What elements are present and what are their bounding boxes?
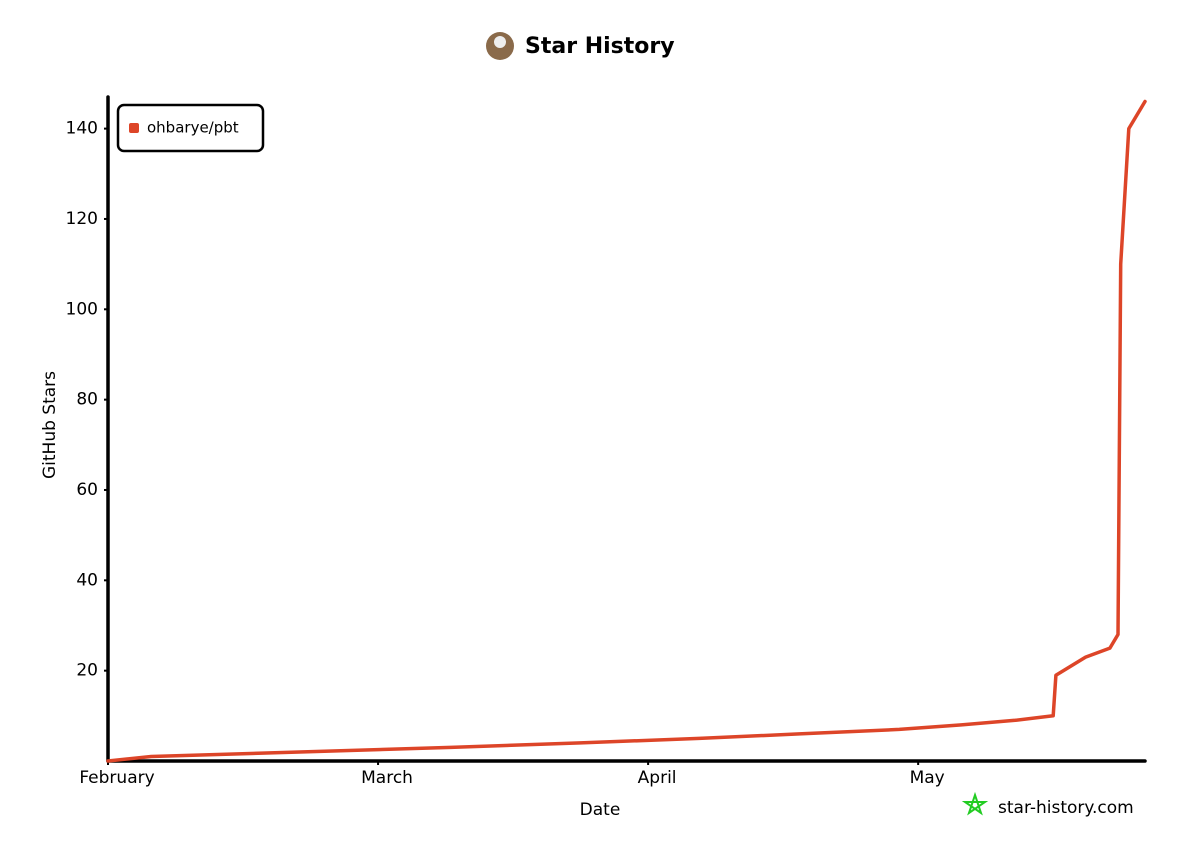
legend-swatch <box>129 123 139 133</box>
x-tick-label: March <box>361 768 413 788</box>
x-tick-label: February <box>79 768 154 788</box>
x-tick-label: May <box>910 768 945 788</box>
y-tick-label: 20 <box>76 661 98 681</box>
x-tick-label: April <box>638 768 677 788</box>
watermark: star-history.com <box>998 798 1134 818</box>
chart-title: Star History <box>525 34 675 59</box>
y-tick-label: 140 <box>66 119 98 139</box>
x-axis-label: Date <box>580 800 621 820</box>
y-tick-label: 80 <box>76 390 98 410</box>
y-tick-label: 60 <box>76 480 98 500</box>
y-tick-label: 100 <box>66 299 98 319</box>
series-line <box>106 99 1147 763</box>
watermark-icon <box>961 791 989 816</box>
legend-label: ohbarye/pbt <box>147 119 239 137</box>
y-tick-label: 120 <box>66 209 98 229</box>
legend-box <box>116 103 265 153</box>
title-icon-face <box>494 36 506 48</box>
y-tick-label: 40 <box>76 570 98 590</box>
y-axis-label: GitHub Stars <box>40 371 60 479</box>
